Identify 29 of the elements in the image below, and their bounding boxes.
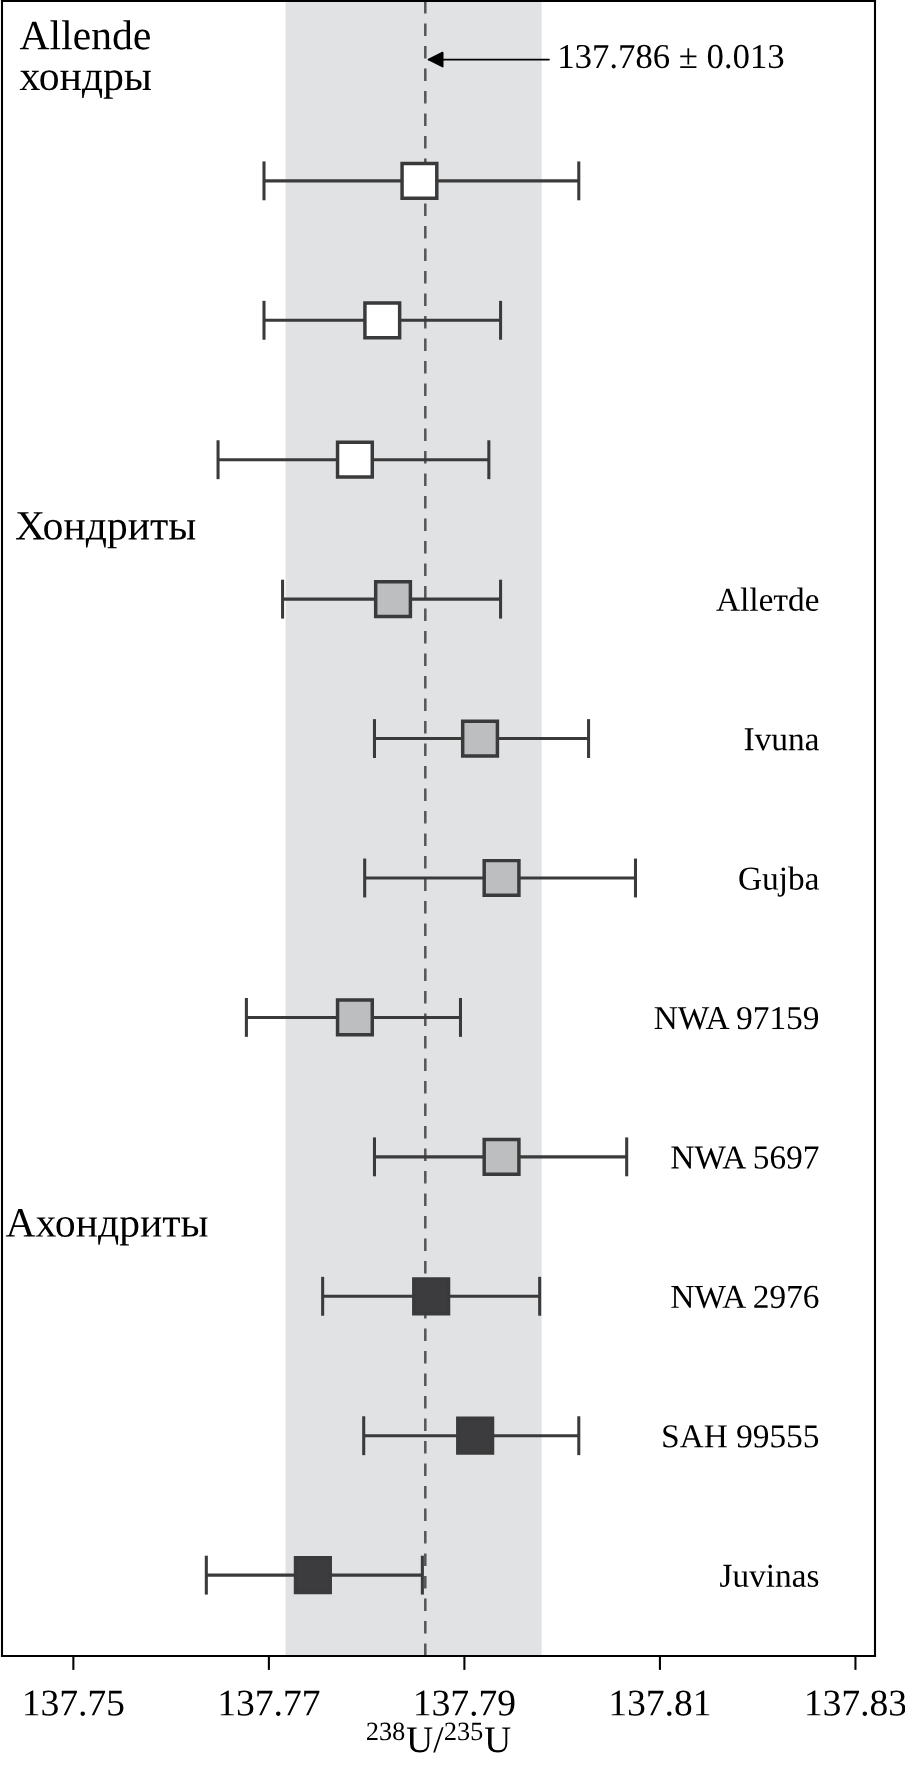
- y-tick-label: NWA 2976: [671, 1285, 819, 1309]
- annotation: Allende хондры: [19, 20, 151, 99]
- x-tick-label: 137.77: [220, 1690, 320, 1716]
- point: [456, 1416, 495, 1455]
- point: [335, 440, 375, 479]
- x-axis-title: $^{238}$U/$^{235}$U: [367, 1722, 511, 1753]
- x-tick-label: 137.81: [611, 1690, 710, 1716]
- y-tick-label: Gujba: [739, 866, 819, 897]
- x-tick-label: 137.75: [25, 1690, 124, 1716]
- point: [373, 580, 413, 619]
- point: [482, 1137, 521, 1176]
- y-tick-label: NWA 97159: [654, 1006, 819, 1030]
- y-tick-label: NWA 5697: [671, 1146, 819, 1169]
- point: [293, 1556, 332, 1595]
- point: [400, 161, 439, 200]
- x-tick-label: 137.79: [416, 1690, 515, 1716]
- annotation: Хондриты: [16, 512, 196, 549]
- point: [460, 719, 500, 758]
- point: [412, 1277, 451, 1316]
- ref-line-label: 137.786 ± 0.013: [560, 44, 784, 69]
- point: [482, 858, 521, 898]
- point: [335, 998, 375, 1037]
- y-tick-label: Juvinas: [720, 1564, 819, 1588]
- y-tick-label: Ivuna: [744, 728, 819, 751]
- point: [363, 301, 402, 340]
- annotation: Ахондриты: [5, 1209, 208, 1246]
- y-tick-label: SAH 99555: [663, 1425, 819, 1448]
- y-tick-label: Alleтde: [716, 587, 819, 612]
- x-tick-label: 137.83: [807, 1690, 905, 1716]
